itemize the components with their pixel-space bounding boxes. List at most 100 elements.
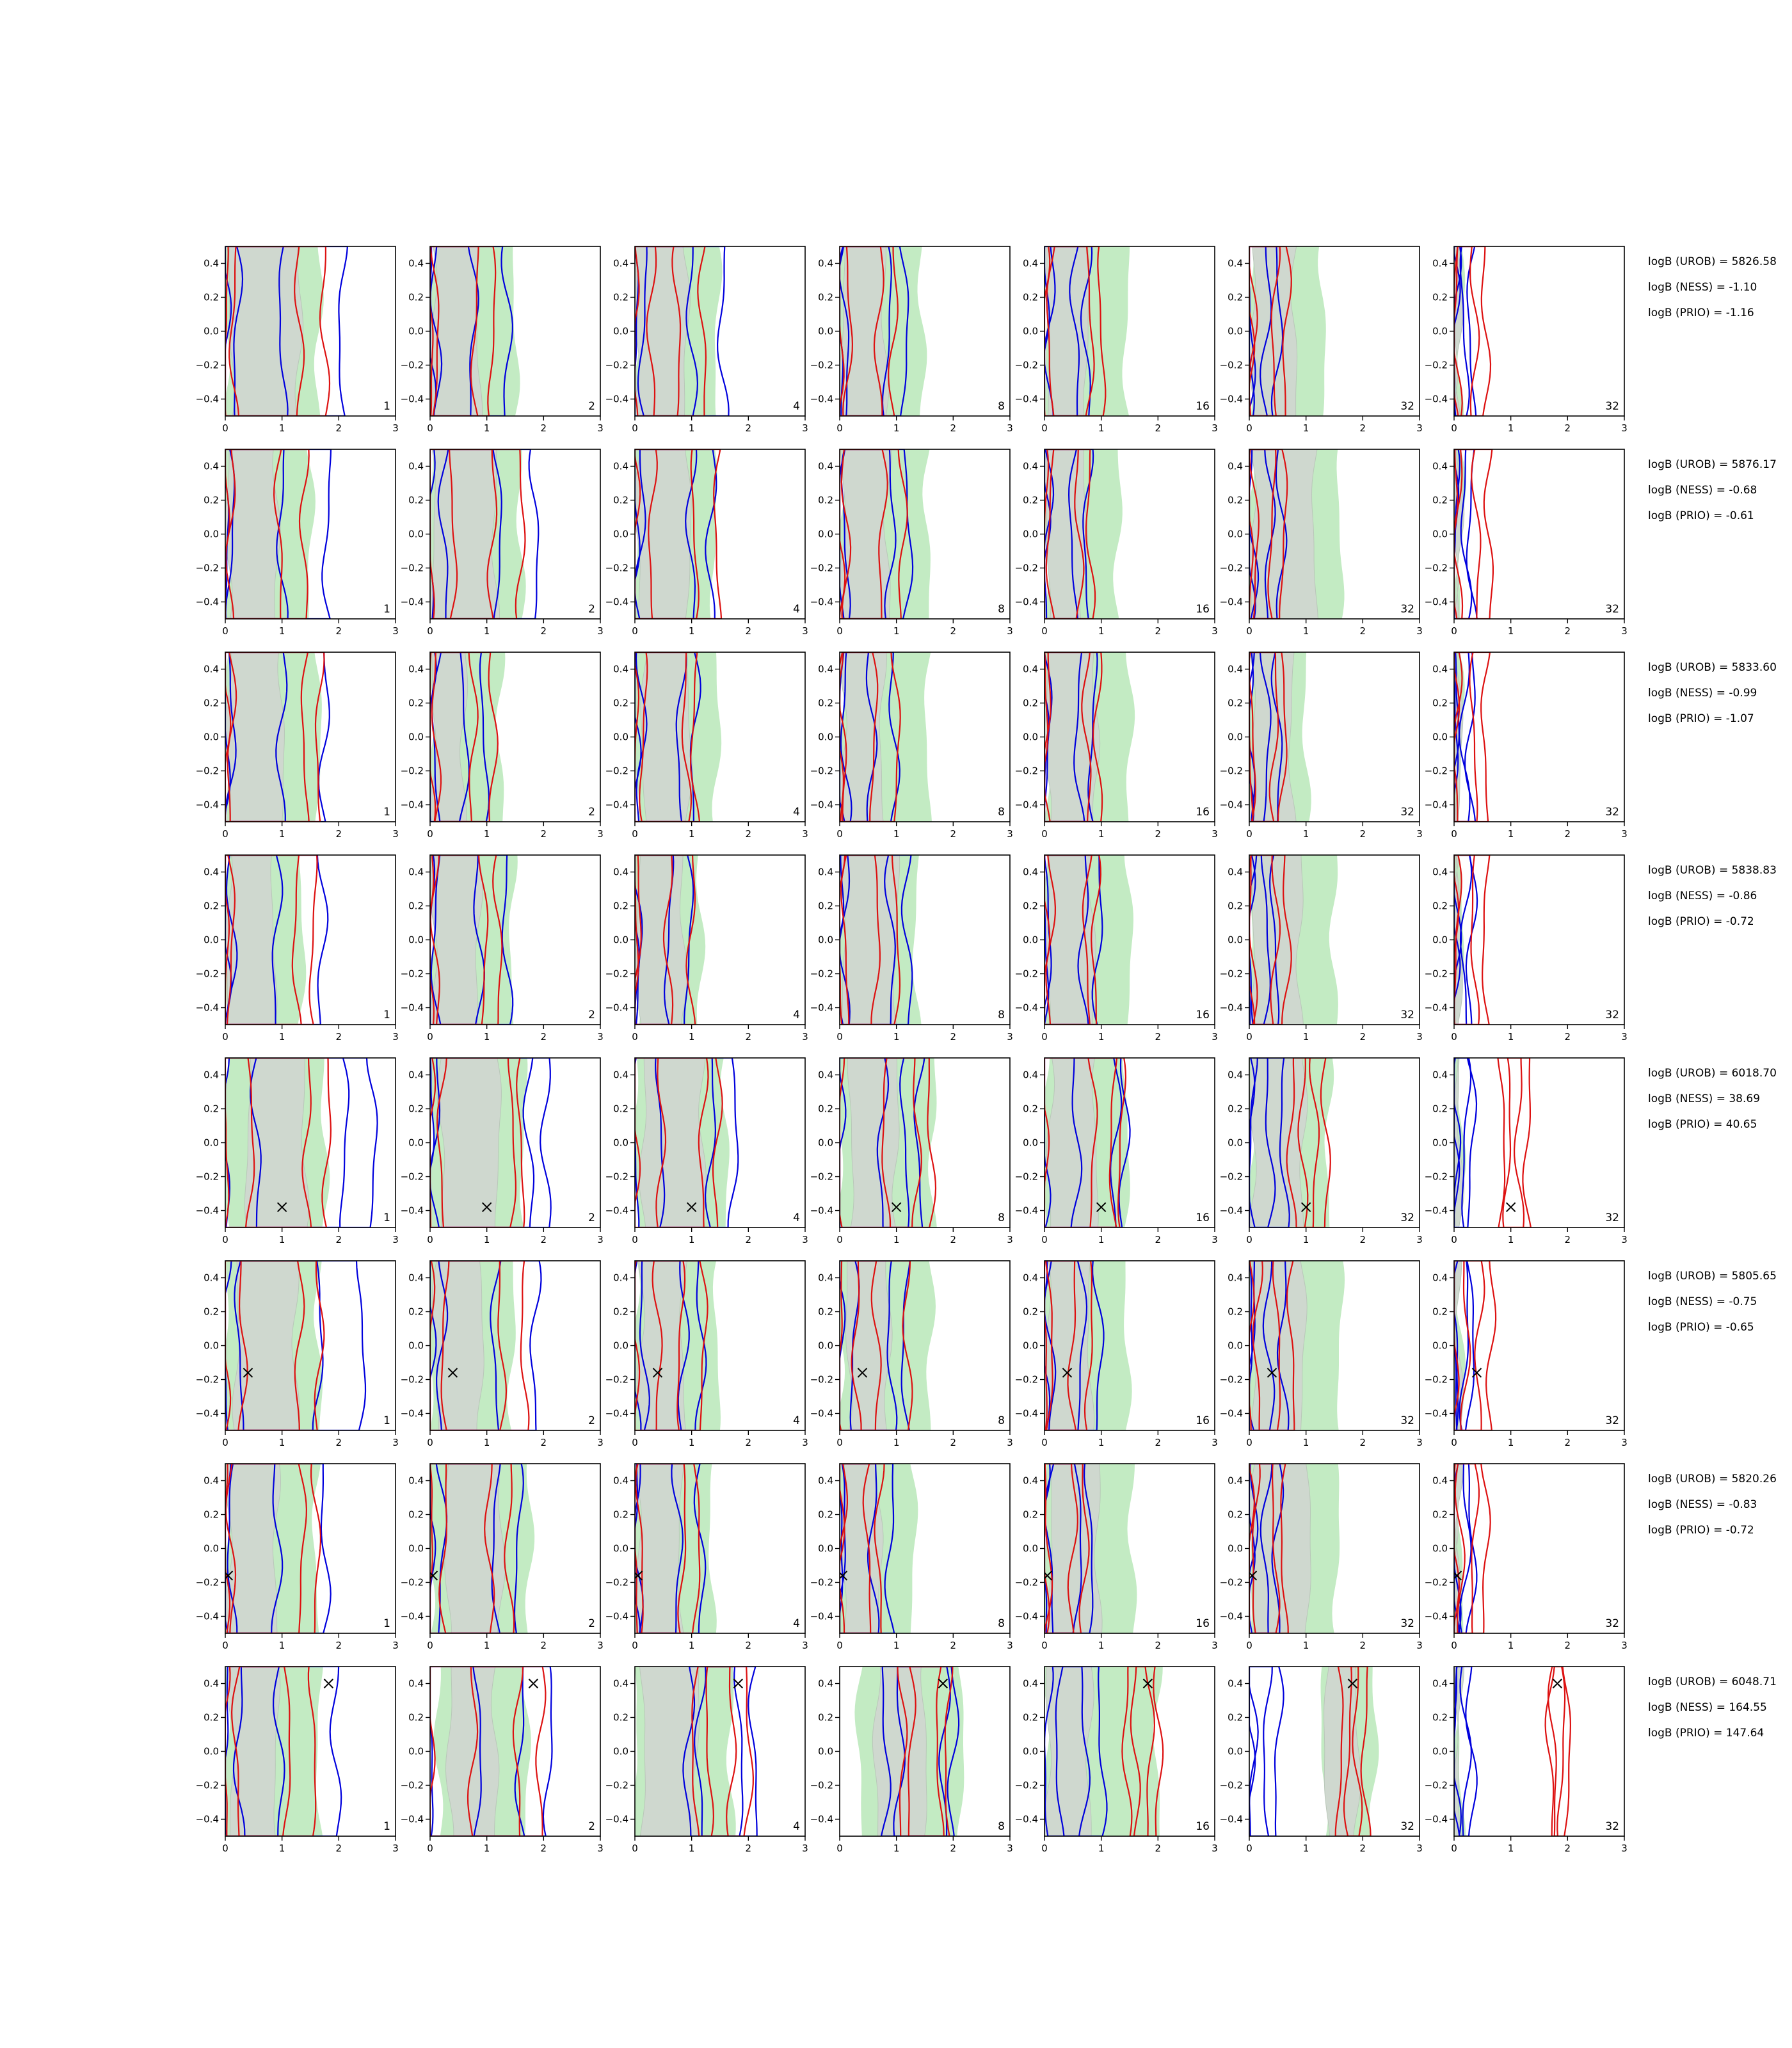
x-tick-label: 1 [1508,1640,1514,1651]
x-tick-label: 0 [632,828,638,840]
x-tick-label: 2 [336,422,342,434]
panel-r1-c2: 0 1 2 3−0.4−0.20.00.20.42 [401,246,604,434]
y-tick-label: 0.2 [818,1509,833,1521]
true-value-marker [1044,1571,1053,1581]
panel-corner-label: 32 [1400,1414,1414,1427]
y-tick-label: −0.2 [810,563,833,574]
panel-plot-area [635,246,730,416]
blue-contour-level-2 [840,1058,925,1228]
panel-corner-label: 16 [1196,400,1210,413]
y-tick-label: −0.4 [1220,394,1243,405]
x-tick-label: 2 [1155,625,1162,637]
panel-plot-area [1044,1058,1131,1228]
blue-contour-level-2 [1249,855,1280,1025]
x-tick-label: 1 [279,625,285,637]
red-contour-level-1 [1454,449,1482,619]
y-tick-label: −0.2 [196,563,219,574]
y-tick-label: 0.2 [1228,292,1243,303]
y-tick-label: 0.4 [1228,1678,1243,1690]
y-tick-label: 0.0 [1023,1137,1038,1149]
y-tick-label: −0.4 [401,1205,424,1217]
red-contour-level-2 [840,449,908,619]
panel-r3-c4: 0 1 2 3 −0.4 −0.2 0.0 0.2 0.4 8 [810,652,1013,840]
true-value-marker [1142,1678,1153,1689]
density-fill-inner [1249,1464,1311,1633]
y-tick-label: −0.2 [196,1780,219,1791]
panel-corner-label: 16 [1196,1820,1210,1833]
x-tick-label: 3 [1621,1234,1628,1245]
x-tick-label: 2 [950,1640,957,1651]
y-tick-label: −0.2 [196,968,219,980]
y-tick-label: −0.2 [1015,765,1038,777]
y-tick-label: −0.2 [401,360,424,371]
red-contour-level-2 [1044,1464,1090,1633]
panel-plot-area [854,1667,964,1836]
y-tick-label: −0.4 [605,1408,628,1420]
x-tick-label: 3 [597,1640,604,1651]
x-tick-label: 3 [802,1640,808,1651]
blue-contour-level-2 [1454,1058,1478,1228]
true-value-marker [652,1368,663,1378]
panel-corner-label: 8 [998,1212,1005,1224]
red-contour-level-1 [635,1464,687,1633]
x-tick-label: 2 [336,1234,342,1245]
x-tick-label: 0 [836,625,843,637]
x-tick-label: 3 [1007,1031,1013,1043]
x-tick-label: 1 [893,1234,900,1245]
y-tick-label: −0.4 [810,394,833,405]
y-tick-label: 0.2 [1023,495,1038,506]
red-contour-level-2 [1249,449,1288,619]
blue-contour-level-1 [694,1667,744,1836]
x-tick-label: 2 [746,1031,752,1043]
y-tick-label: 0.4 [1228,258,1243,269]
panel-corner-label: 16 [1196,806,1210,819]
x-tick-label: 0 [427,1843,433,1854]
x-tick-label: 0 [1041,828,1048,840]
panel-r6-c1: 0 1 2 3 −0.4 −0.2 0.0 0.2 0.4 1 [196,1260,399,1448]
true-value-marker [528,1678,539,1689]
x-tick-label: 2 [1155,422,1162,434]
x-tick-label: 1 [1303,1031,1309,1043]
y-tick-label: −0.2 [1015,360,1038,371]
panel-r5-c2: 0 1 2 3−0.4−0.20.00.20.42 [401,1057,604,1245]
red-contour-level-2 [635,449,723,619]
x-tick-label: 1 [1098,828,1105,840]
red-contour-level-1 [1046,246,1095,416]
y-tick-label: −0.4 [1425,596,1448,608]
x-tick-label: 2 [950,422,957,434]
blue-contour-level-1 [1454,1058,1472,1228]
blue-contour-level-2 [430,246,514,416]
panel-plot-area [225,652,330,822]
true-value-marker [243,1368,253,1378]
density-fill-inner [1044,652,1101,822]
x-tick-label: 0 [1451,1843,1457,1854]
density-fill-inner [635,1464,684,1633]
panel-plot-area [635,1058,739,1228]
blue-contour-level-2 [1044,449,1094,619]
x-tick-label: 3 [1007,422,1013,434]
panel-plot-area [1249,1667,1379,1836]
y-tick-label: −0.2 [1220,1780,1243,1791]
y-tick-label: 0.4 [1228,867,1243,878]
panel-plot-area [840,449,931,619]
red-contour-level-1 [840,652,879,822]
x-tick-label: 2 [950,1437,957,1448]
red-contour-level-2 [225,449,310,619]
blue-contour-level-1 [849,1261,898,1430]
x-tick-label: 3 [1621,1437,1628,1448]
panel-r7-c2: 0 1 2 3−0.4−0.20.00.20.42 [401,1463,604,1651]
x-tick-label: 2 [950,1031,957,1043]
density-fill-inner [635,449,692,619]
blue-contour-level-2 [225,1464,332,1633]
y-tick-label: 0.0 [1228,1137,1243,1149]
x-tick-label: 3 [1007,1640,1013,1651]
blue-contour-level-1 [430,1058,535,1228]
y-tick-label: 0.2 [613,1712,628,1724]
panel-corner-label: 1 [383,1820,390,1833]
y-tick-label: 0.2 [1023,1103,1038,1115]
panel-plot-area [1249,855,1338,1025]
x-tick-label: 3 [597,1234,604,1245]
x-tick-label: 1 [279,828,285,840]
y-tick-label: 0.2 [613,292,628,303]
y-tick-label: 0.2 [204,1509,219,1521]
